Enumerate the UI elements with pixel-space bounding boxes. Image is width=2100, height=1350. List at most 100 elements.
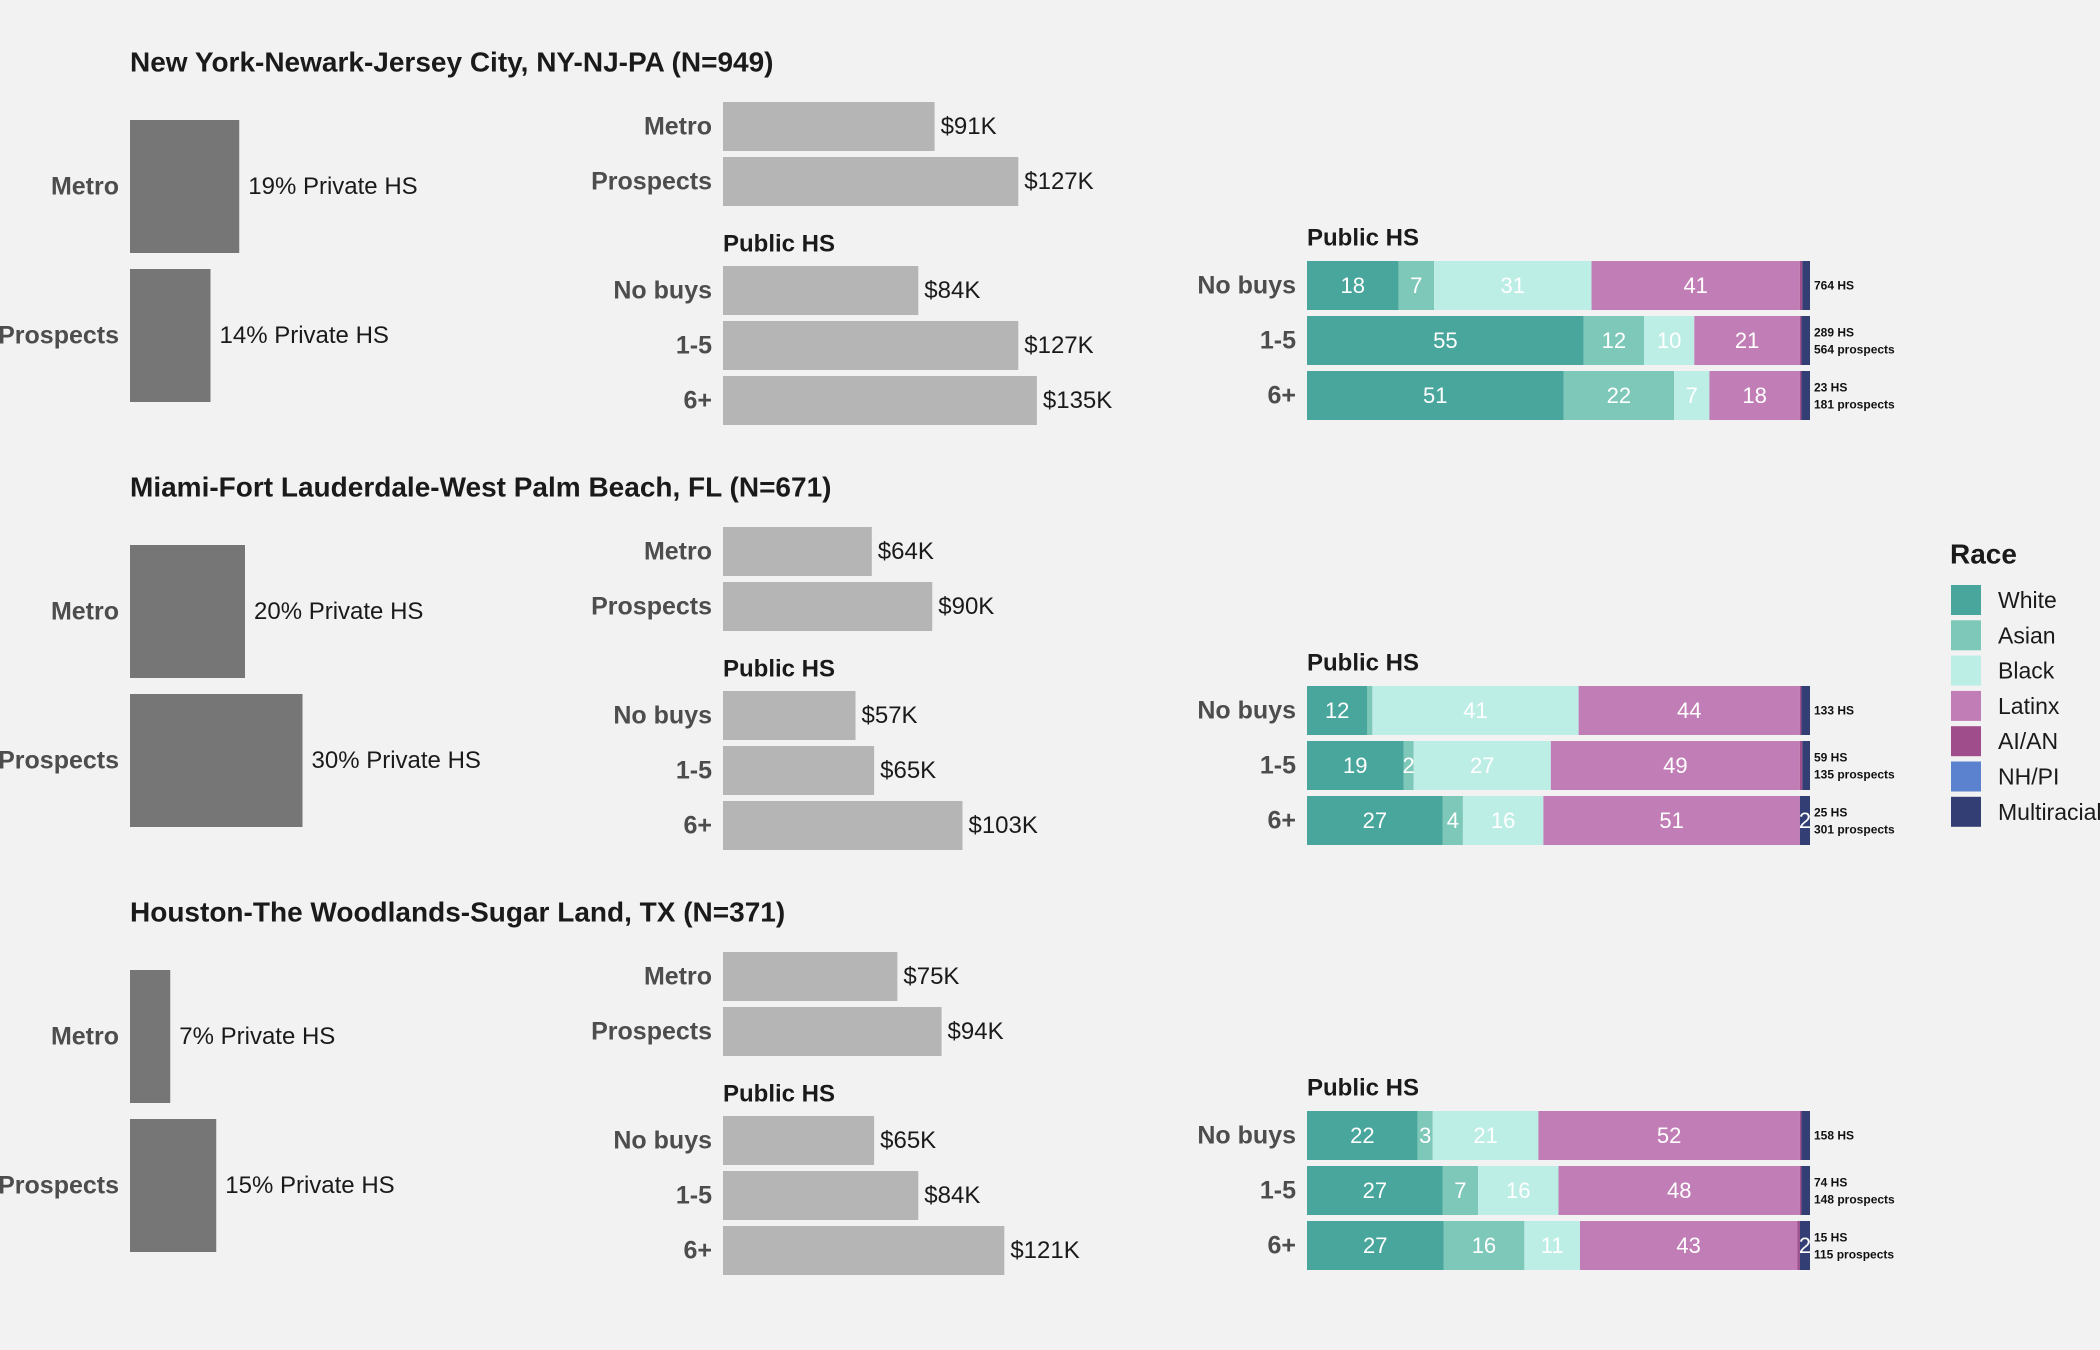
panel-title: Miami-Fort Lauderdale-West Palm Beach, F… <box>130 472 831 503</box>
race-segment-white <box>1307 796 1443 845</box>
income-public-hs-value-label: $127K <box>1024 332 1093 359</box>
income-chart: Metro $91K Prospects $127K Public HS No buys $… <box>591 102 1112 425</box>
race-segment-white <box>1307 1221 1444 1270</box>
race-segment-asian <box>1398 261 1435 310</box>
income-public-hs-category-label: No buys <box>613 702 712 730</box>
race-segment-latinx <box>1579 1221 1798 1270</box>
legend-swatch-latinx <box>1951 690 1981 721</box>
metro-panel-3: Houston-The Woodlands-Sugar Land, TX (N=… <box>0 897 1895 1275</box>
race-segment-black <box>1462 796 1544 845</box>
race-segment-asian <box>1442 796 1463 845</box>
race-category-label: 6+ <box>1267 1232 1296 1260</box>
race-segment-black <box>1372 686 1579 735</box>
income-public-hs-category-label: 6+ <box>683 387 712 415</box>
race-segment-label: 41 <box>1463 698 1487 723</box>
income-top-value-label: $127K <box>1024 168 1093 195</box>
race-chart: Public HS No buys 22 3 21 52 158 HS 1-5 27 7 16 48 7… <box>1197 1075 1895 1270</box>
race-segment-label: 7 <box>1686 383 1698 408</box>
race-segment-ai-an <box>1799 316 1802 365</box>
race-segment-multiracial <box>1802 261 1810 310</box>
legend-label: White <box>1998 587 2057 613</box>
race-segment-ai-an <box>1799 1111 1802 1160</box>
income-public-hs-bar <box>723 801 963 850</box>
race-segment-white <box>1307 741 1404 790</box>
race-segment-label: 27 <box>1470 753 1494 778</box>
race-segment-label: 10 <box>1657 328 1681 353</box>
race-segment-label: 51 <box>1423 383 1447 408</box>
race-segment-label: 41 <box>1683 273 1707 298</box>
race-count-note: 181 prospects <box>1814 398 1895 412</box>
private-hs-bar <box>130 1119 217 1252</box>
race-subtitle: Public HS <box>1307 1075 1419 1102</box>
legend-label: Multiracial <box>1998 799 2100 825</box>
legend-label: Black <box>1998 658 2055 684</box>
race-segment-asian <box>1443 1221 1525 1270</box>
race-segment-white <box>1307 686 1368 735</box>
race-segment-black <box>1524 1221 1580 1270</box>
race-segment-latinx <box>1543 796 1800 845</box>
income-chart: Metro $75K Prospects $94K Public HS No buys $6… <box>591 952 1080 1275</box>
race-segment-black <box>1432 1111 1539 1160</box>
race-segment-latinx <box>1591 261 1800 310</box>
race-segment-label: 2 <box>1402 753 1414 778</box>
income-public-hs-category-label: 6+ <box>683 1237 712 1265</box>
income-top-bar <box>723 952 898 1001</box>
income-public-hs-value-label: $65K <box>880 757 936 784</box>
income-top-category-label: Metro <box>644 538 712 566</box>
race-segment-label: 49 <box>1663 753 1687 778</box>
income-top-value-label: $94K <box>948 1018 1004 1045</box>
race-segment-label: 2 <box>1799 1233 1811 1258</box>
race-segment-label: 27 <box>1363 808 1387 833</box>
income-public-hs-category-label: No buys <box>613 277 712 305</box>
income-public-hs-bar <box>723 376 1037 425</box>
race-count-note: 564 prospects <box>1814 343 1895 357</box>
race-subtitle: Public HS <box>1307 650 1419 677</box>
race-segment-multiracial <box>1799 1221 1810 1270</box>
private-hs-bar <box>130 545 245 678</box>
race-segment-label: 4 <box>1447 808 1459 833</box>
race-segment-label: 18 <box>1340 273 1364 298</box>
race-segment-label: 16 <box>1472 1233 1496 1258</box>
race-segment-label: 7 <box>1454 1178 1466 1203</box>
income-top-category-label: Prospects <box>591 593 712 621</box>
race-segment-asian <box>1403 741 1414 790</box>
race-count-note: 15 HS <box>1814 1231 1847 1245</box>
race-segment-white <box>1307 1111 1418 1160</box>
private-hs-chart: Metro 20% Private HS Prospects 30% Private … <box>0 545 481 827</box>
income-top-value-label: $64K <box>878 538 934 565</box>
race-segment-asian <box>1442 1166 1479 1215</box>
income-public-hs-value-label: $103K <box>968 812 1037 839</box>
race-segment-multiracial <box>1799 796 1810 845</box>
race-category-label: 1-5 <box>1260 327 1296 355</box>
race-segment-label: 44 <box>1677 698 1701 723</box>
race-segment-multiracial <box>1801 1166 1810 1215</box>
race-segment-ai-an <box>1799 261 1803 310</box>
race-segment-black <box>1478 1166 1559 1215</box>
private-hs-bar <box>130 970 171 1103</box>
income-top-bar <box>723 527 872 576</box>
race-category-label: No buys <box>1197 1122 1296 1150</box>
panel-title: Houston-The Woodlands-Sugar Land, TX (N=… <box>130 897 785 928</box>
metro-panel-1: New York-Newark-Jersey City, NY-NJ-PA (N… <box>0 47 1895 425</box>
race-category-label: No buys <box>1197 697 1296 725</box>
income-public-hs-value-label: $121K <box>1010 1237 1079 1264</box>
income-public-hs-category-label: 1-5 <box>676 1182 712 1210</box>
race-segment-label: 52 <box>1657 1123 1681 1148</box>
race-segment-latinx <box>1694 316 1800 365</box>
race-segment-ai-an <box>1799 741 1803 790</box>
legend-swatch-black <box>1951 655 1981 686</box>
race-segment-label: 22 <box>1607 383 1631 408</box>
income-subtitle: Public HS <box>723 231 835 258</box>
race-segment-asian <box>1563 371 1675 420</box>
race-segment-label: 43 <box>1676 1233 1700 1258</box>
legend-label: Asian <box>1998 622 2056 648</box>
race-segment-white <box>1307 261 1399 310</box>
legend-label: AI/AN <box>1998 728 2058 754</box>
income-public-hs-bar <box>723 266 919 315</box>
legend-swatch-multiracial <box>1951 796 1981 827</box>
income-top-category-label: Metro <box>644 113 712 141</box>
private-hs-value-label: 14% Private HS <box>220 322 389 349</box>
race-category-label: 6+ <box>1267 382 1296 410</box>
race-count-note: 764 HS <box>1814 279 1854 293</box>
